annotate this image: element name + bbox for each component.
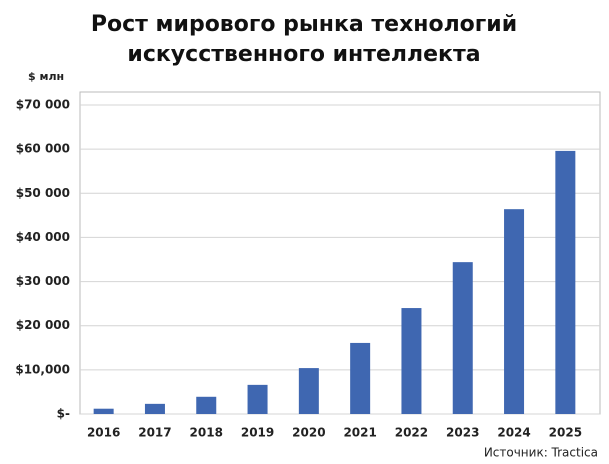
bar bbox=[196, 396, 217, 414]
bar bbox=[452, 262, 473, 414]
x-tick-label: 2021 bbox=[343, 426, 376, 440]
chart-title: Рост мирового рынка технологий искусстве… bbox=[90, 12, 518, 67]
y-tick-label: $70 000 bbox=[16, 98, 70, 112]
bar bbox=[247, 384, 268, 414]
x-tick-label: 2018 bbox=[190, 426, 223, 440]
bar bbox=[504, 209, 525, 414]
x-tick-label: 2019 bbox=[241, 426, 274, 440]
bar bbox=[350, 342, 371, 414]
y-axis-label: $ млн bbox=[28, 70, 64, 83]
source: Источник: Tractica bbox=[484, 446, 598, 460]
x-tick-label: 2016 bbox=[87, 426, 120, 440]
bar bbox=[144, 403, 165, 414]
y-tick-label: $20 000 bbox=[16, 318, 70, 332]
bar bbox=[93, 408, 114, 414]
y-tick-label: $10,000 bbox=[15, 362, 70, 376]
x-tick-label: 2024 bbox=[497, 426, 530, 440]
x-tick-label: 2025 bbox=[549, 426, 582, 440]
bar bbox=[298, 368, 319, 414]
x-tick-label: 2017 bbox=[138, 426, 171, 440]
x-tick-label: 2023 bbox=[446, 426, 479, 440]
x-tick-label: 2022 bbox=[395, 426, 428, 440]
bar bbox=[555, 150, 576, 414]
y-tick-label: $- bbox=[57, 407, 70, 421]
y-tick-label: $30 000 bbox=[16, 274, 70, 288]
bar bbox=[401, 308, 422, 414]
x-tick-label: 2020 bbox=[292, 426, 325, 440]
y-tick-label: $50 000 bbox=[16, 186, 70, 200]
y-tick-label: $60 000 bbox=[16, 142, 70, 156]
y-tick-label: $40 000 bbox=[16, 230, 70, 244]
